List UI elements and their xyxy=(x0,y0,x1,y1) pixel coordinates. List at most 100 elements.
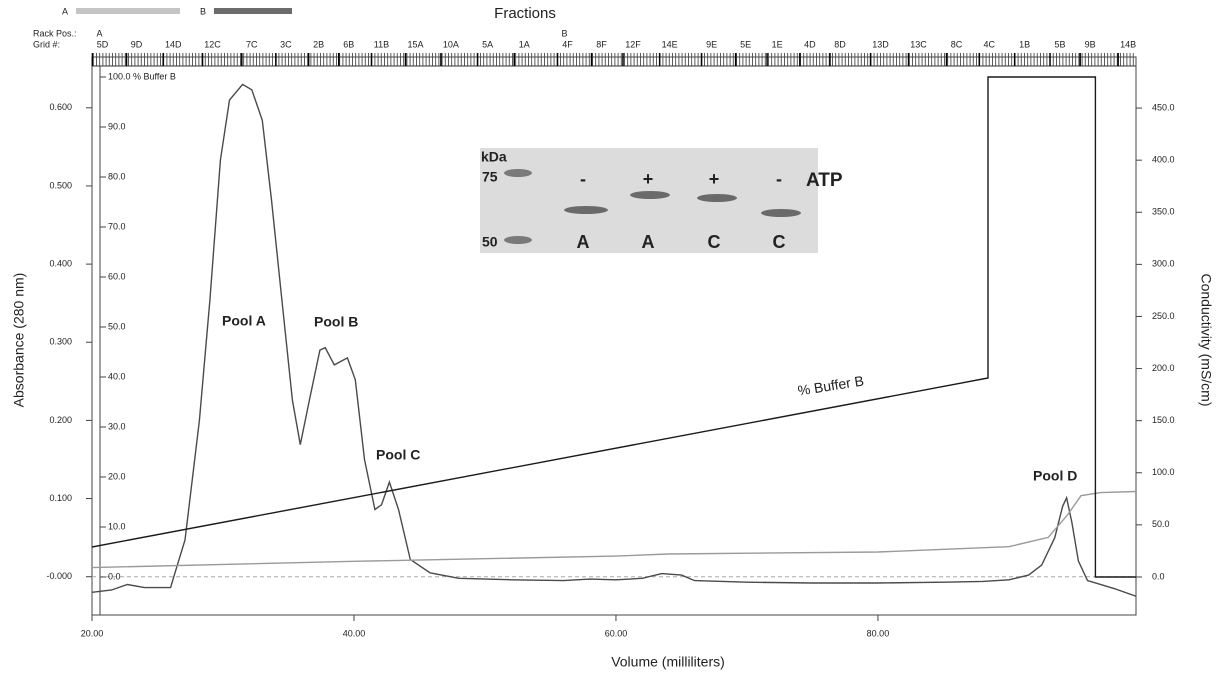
fraction-label: 1E xyxy=(772,39,783,49)
fraction-label: 4F xyxy=(562,39,573,49)
fraction-label: 13C xyxy=(910,39,927,49)
fraction-label: 11B xyxy=(374,39,389,49)
gel-lane: A xyxy=(642,232,655,252)
y2-axis-title: Conductivity (mS/cm) xyxy=(1198,273,1214,406)
gel-marker-band xyxy=(504,236,532,244)
gel-band xyxy=(564,206,608,214)
grid-label: Grid #: xyxy=(33,39,60,49)
gel-lane: A xyxy=(577,232,590,252)
x-tick-label: 20.00 xyxy=(81,628,104,638)
y2-tick-label: 0.0 xyxy=(1152,571,1165,581)
fraction-label: 5E xyxy=(740,39,751,49)
rack-position: B xyxy=(561,28,567,38)
gel-sign: - xyxy=(776,169,782,189)
gel-band xyxy=(697,194,737,202)
chart: Fractions Volume (milliliters) Absorbanc… xyxy=(0,0,1222,679)
legend-swatch xyxy=(76,8,180,14)
y2-tick-label: 200.0 xyxy=(1152,363,1175,373)
chart-title: Fractions xyxy=(494,5,556,22)
y3-tick-label: 100.0 % Buffer B xyxy=(108,71,176,81)
fraction-label: 9E xyxy=(706,39,717,49)
gel-treatment: ATP xyxy=(806,170,843,191)
fraction-label: 9B xyxy=(1085,39,1096,49)
y-tick-label: 0.200 xyxy=(49,415,72,425)
fraction-label: 12F xyxy=(625,39,641,49)
gel-band xyxy=(630,191,670,199)
y2-tick-label: 250.0 xyxy=(1152,311,1175,321)
y3-tick-label: 60.0 xyxy=(108,271,126,281)
gel-marker-label: 75 xyxy=(482,169,498,185)
x-axis-title: Volume (milliliters) xyxy=(611,654,725,670)
annotation: % Buffer B xyxy=(797,372,865,398)
rack-label: Rack Pos.: xyxy=(33,28,77,38)
x-tick-label: 80.00 xyxy=(867,628,890,638)
fraction-label: 8C xyxy=(951,39,963,49)
fraction-label: 1A xyxy=(519,39,530,49)
x-tick-label: 60.00 xyxy=(605,628,628,638)
y2-tick-label: 300.0 xyxy=(1152,259,1175,269)
y3-tick-label: 10.0 xyxy=(108,521,126,531)
y3-tick-label: 50.0 xyxy=(108,321,126,331)
gel-units: kDa xyxy=(481,149,507,165)
fraction-label: 3C xyxy=(280,39,292,49)
gel-lane: C xyxy=(708,232,721,252)
fraction-label: 8D xyxy=(834,39,846,49)
y-tick-label: 0.400 xyxy=(49,258,72,268)
plot-frame xyxy=(92,57,1136,615)
y3-tick-label: 90.0 xyxy=(108,121,126,131)
fraction-label: 15A xyxy=(408,39,424,49)
fraction-label: 5D xyxy=(97,39,109,49)
fraction-label: 12C xyxy=(204,39,221,49)
annotation: Pool D xyxy=(1033,468,1077,484)
fraction-label: 10A xyxy=(443,39,459,49)
gel-sign: + xyxy=(643,169,654,189)
y-tick-label: 0.500 xyxy=(49,180,72,190)
series-line xyxy=(92,492,1136,568)
annotation: Pool C xyxy=(376,447,420,463)
y3-tick-label: 0.0 xyxy=(108,571,121,581)
y3-tick-label: 80.0 xyxy=(108,171,126,181)
fraction-label: 14E xyxy=(662,39,678,49)
gel-sign: - xyxy=(580,169,586,189)
gel-lane: C xyxy=(773,232,786,252)
y2-tick-label: 350.0 xyxy=(1152,207,1175,217)
fraction-label: 9D xyxy=(131,39,143,49)
annotation: Pool B xyxy=(314,314,358,330)
legend-label: B xyxy=(200,6,206,16)
fraction-label: 13D xyxy=(872,39,889,49)
gel-marker-label: 50 xyxy=(482,234,498,250)
fraction-label: 5B xyxy=(1055,39,1066,49)
fraction-label: 6B xyxy=(343,39,354,49)
y3-tick-label: 40.0 xyxy=(108,371,126,381)
y3-tick-label: 20.0 xyxy=(108,471,126,481)
gel-band xyxy=(761,209,801,217)
legend-label: A xyxy=(62,6,68,16)
y-tick-label: 0.600 xyxy=(49,102,72,112)
annotation: Pool A xyxy=(222,313,266,329)
y3-tick-label: 30.0 xyxy=(108,421,126,431)
gel-sign: + xyxy=(709,169,720,189)
y-tick-label: -0.000 xyxy=(46,571,72,581)
y2-tick-label: 50.0 xyxy=(1152,519,1170,529)
y-axis-title: Absorbance (280 nm) xyxy=(11,273,27,408)
y2-tick-label: 150.0 xyxy=(1152,415,1175,425)
gel-marker-band xyxy=(504,169,532,177)
y-tick-label: 0.100 xyxy=(49,493,72,503)
y2-tick-label: 100.0 xyxy=(1152,467,1175,477)
fraction-label: 7C xyxy=(246,39,258,49)
y-tick-label: 0.300 xyxy=(49,337,72,347)
fraction-label: 2B xyxy=(313,39,324,49)
rack-position: A xyxy=(96,28,102,38)
fraction-label: 4C xyxy=(984,39,996,49)
legend-swatch xyxy=(214,8,292,14)
fraction-label: 1B xyxy=(1019,39,1030,49)
y2-tick-label: 450.0 xyxy=(1152,102,1175,112)
x-tick-label: 40.00 xyxy=(343,628,366,638)
y2-tick-label: 400.0 xyxy=(1152,155,1175,165)
fraction-label: 5A xyxy=(482,39,493,49)
fraction-label: 14B xyxy=(1120,39,1136,49)
y3-tick-label: 70.0 xyxy=(108,221,126,231)
fraction-label: 8F xyxy=(596,39,607,49)
fraction-label: 14D xyxy=(165,39,182,49)
fraction-label: 4D xyxy=(804,39,816,49)
